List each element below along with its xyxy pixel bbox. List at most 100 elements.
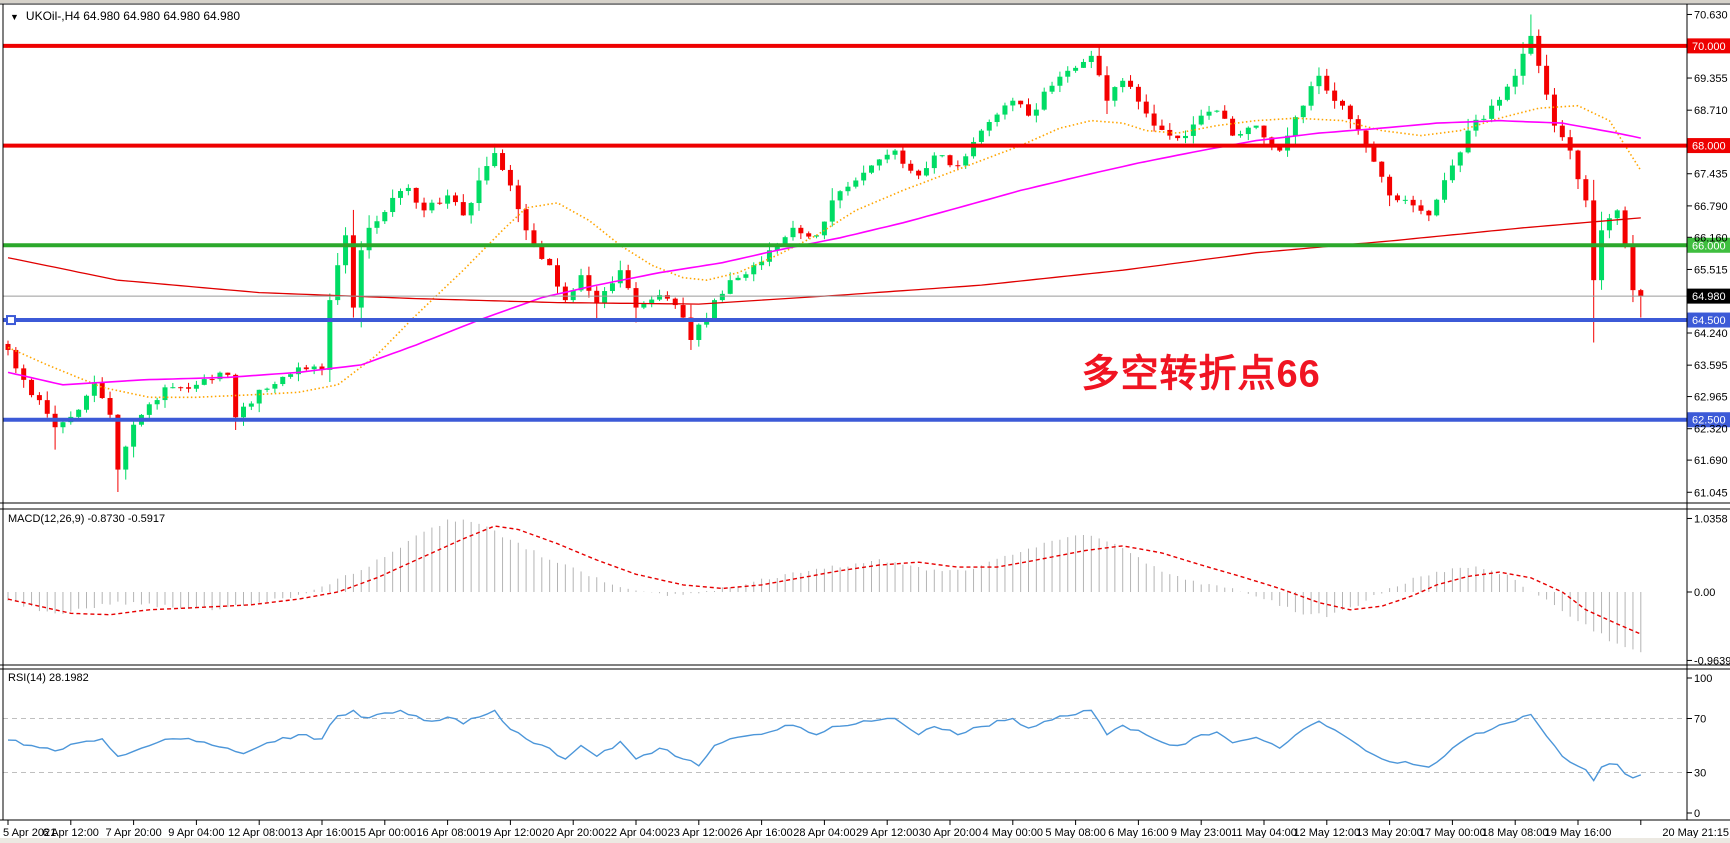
candle (798, 227, 804, 234)
candle (303, 367, 309, 370)
candle (1402, 199, 1408, 201)
candle (241, 406, 246, 418)
svg-text:62.500: 62.500 (1692, 415, 1726, 427)
candle (1630, 245, 1636, 291)
rsi-indicator-label: RSI(14) 28.1982 (8, 672, 89, 684)
candle (1457, 152, 1463, 166)
price-tag (1687, 412, 1730, 428)
ma-fast-orange (7, 104, 1642, 399)
candle (657, 295, 663, 300)
macd-panel[interactable]: 1.0358 0.00 -0.9639 (7, 513, 1730, 667)
candle (1559, 125, 1565, 138)
candle (696, 324, 702, 340)
candle (209, 379, 215, 381)
candle (916, 170, 922, 176)
candle (154, 400, 160, 405)
candle (492, 153, 498, 167)
candle (515, 185, 521, 210)
candle (908, 163, 914, 171)
candle (1308, 86, 1314, 106)
price-axis-label: 70.630 (1694, 9, 1728, 21)
time-axis-label: 29 Apr 12:00 (856, 827, 918, 839)
candle (947, 155, 953, 166)
window-top-edge (0, 0, 1730, 4)
candle (547, 258, 553, 266)
price-axis[interactable]: 70.630 69.355 68.710 67.435 66.790 66.160 65.5… (1687, 9, 1728, 499)
candle (468, 203, 474, 216)
candle (1599, 230, 1605, 281)
candle (1340, 100, 1345, 106)
candle (1088, 55, 1094, 62)
candle (1614, 210, 1620, 219)
candle (1222, 110, 1228, 119)
price-tag (1687, 237, 1730, 253)
chart-annotation-text[interactable]: 多空转折点66 (1081, 353, 1321, 396)
candle (29, 379, 35, 396)
candle (853, 180, 859, 187)
hline-68.000[interactable]: 68.000 (3, 138, 1730, 154)
hline-70.000[interactable]: 70.000 (3, 38, 1730, 54)
candle (1536, 35, 1542, 66)
candle (1026, 104, 1031, 116)
time-axis-label: 6 Apr 12:00 (43, 827, 99, 839)
candle (1544, 65, 1550, 95)
candle (633, 288, 639, 308)
candle (1410, 199, 1416, 206)
candle (1010, 100, 1016, 106)
candles-layer (5, 14, 1644, 493)
candle (1434, 199, 1440, 216)
time-axis-label: 28 Apr 04:00 (793, 827, 855, 839)
candle (280, 376, 286, 385)
price-axis-label: 66.160 (1694, 232, 1728, 244)
candle (876, 159, 882, 166)
hline-62.500[interactable]: 62.500 (3, 412, 1730, 428)
candle (186, 387, 192, 389)
candle (201, 379, 207, 385)
time-axis-label: 5 May 08:00 (1045, 827, 1106, 839)
candle (1261, 125, 1267, 138)
chart-title: ▼ UKOil-,H4 64.980 64.980 64.980 64.980 (10, 9, 240, 23)
chart-title-text: UKOil-,H4 64.980 64.980 64.980 64.980 (25, 9, 241, 23)
candle (986, 121, 992, 131)
candle (586, 275, 592, 291)
price-axis-label: 61.690 (1694, 455, 1728, 467)
candle (1033, 109, 1039, 116)
time-axis-label: 11 May 04:00 (1231, 827, 1297, 839)
candle (1206, 111, 1212, 116)
candle (13, 349, 19, 369)
price-axis-label: 62.320 (1694, 424, 1728, 436)
candle (1520, 53, 1526, 76)
time-axis-label: 16 Apr 08:00 (416, 827, 478, 839)
candle (931, 155, 937, 169)
hline-66.000[interactable]: 66.000 (3, 237, 1730, 253)
hline-64.500[interactable]: 64.500 (3, 312, 1730, 328)
hline-handle[interactable] (6, 315, 16, 326)
candle (641, 304, 647, 308)
candle (1497, 99, 1502, 106)
candle (1214, 110, 1220, 112)
candle (343, 235, 349, 266)
candle (335, 265, 341, 301)
rsi-panel[interactable]: 100 70 30 0 (3, 673, 1712, 820)
candle (523, 209, 529, 231)
candle (1551, 94, 1557, 126)
candle (1591, 200, 1597, 281)
candle (562, 286, 568, 301)
symbol-dropdown-icon[interactable]: ▼ (10, 12, 19, 22)
candle (1167, 129, 1173, 136)
time-axis-label: 26 Apr 16:00 (730, 827, 792, 839)
hlines-layer: 70.000 68.000 66.000 64.500 62.500 (3, 38, 1730, 428)
candle (1104, 75, 1110, 101)
candle (295, 367, 301, 375)
main-chart-plot[interactable] (3, 4, 1687, 503)
candle (36, 395, 42, 401)
candle (1277, 145, 1283, 151)
candle (1057, 76, 1063, 86)
candle (735, 277, 741, 281)
candle (99, 382, 105, 399)
candle (1096, 55, 1102, 76)
price-axis-label: 65.515 (1694, 264, 1728, 276)
candle (963, 156, 969, 166)
